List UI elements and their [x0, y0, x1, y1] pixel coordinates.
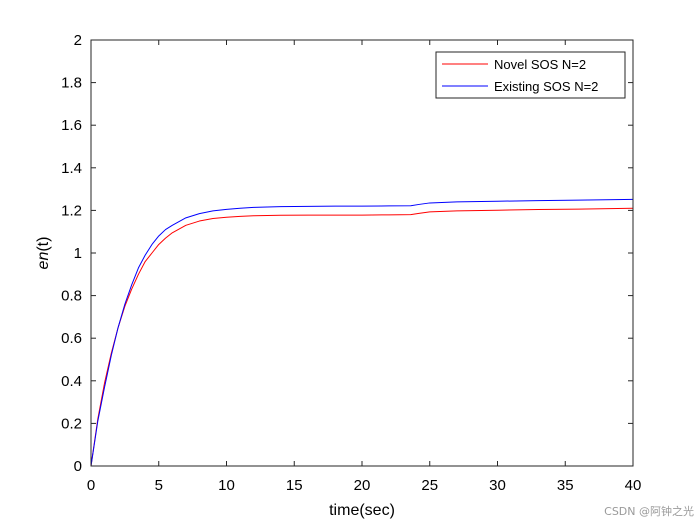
y-axis-ticks: 0 0.2 0.4 0.6 0.8 1 1.2 1.4 1.6 1.8 2	[61, 32, 633, 475]
series-line-existing-sos	[90, 198, 634, 467]
x-tick-label-8: 40	[625, 477, 642, 494]
x-tick-label-5: 25	[421, 477, 438, 494]
legend: Novel SOS N=2 Existing SOS N=2	[435, 51, 626, 99]
x-tick-label-4: 20	[354, 477, 371, 494]
y-tick-label-5: 1	[74, 245, 82, 262]
plot-background	[91, 40, 633, 466]
legend-box	[435, 51, 626, 99]
y-axis-label: en(t)	[35, 237, 52, 270]
y-tick-label-7: 1.4	[61, 160, 82, 177]
y-axis-label-main: en	[35, 252, 52, 270]
y-tick-label-9: 1.8	[61, 75, 82, 92]
x-axis-label: time(sec)	[329, 502, 395, 519]
x-tick-label-0: 0	[87, 477, 95, 494]
y-tick-label-6: 1.2	[61, 202, 82, 219]
x-tick-label-7: 35	[557, 477, 574, 494]
x-tick-label-6: 30	[489, 477, 506, 494]
y-tick-label-8: 1.6	[61, 117, 82, 134]
y-axis-label-arg: (t)	[35, 237, 52, 252]
series-line-novel-sos	[90, 207, 634, 467]
legend-label-novel: Novel SOS N=2	[494, 57, 586, 72]
y-tick-label-10: 2	[74, 32, 82, 49]
x-tick-label-3: 15	[286, 477, 303, 494]
series-layer	[90, 198, 634, 467]
legend-label-existing: Existing SOS N=2	[494, 79, 598, 94]
watermark: CSDN @阿钟之光	[604, 505, 694, 518]
y-tick-label-3: 0.6	[61, 330, 82, 347]
x-tick-label-2: 10	[218, 477, 235, 494]
x-axis-ticks: 0 5 10 15 20 25 30 35 40	[87, 40, 642, 494]
y-tick-label-4: 0.8	[61, 288, 82, 305]
x-tick-label-1: 5	[155, 477, 163, 494]
y-tick-label-0: 0	[74, 458, 82, 475]
y-tick-label-1: 0.2	[61, 415, 82, 432]
y-tick-label-2: 0.4	[61, 373, 82, 390]
